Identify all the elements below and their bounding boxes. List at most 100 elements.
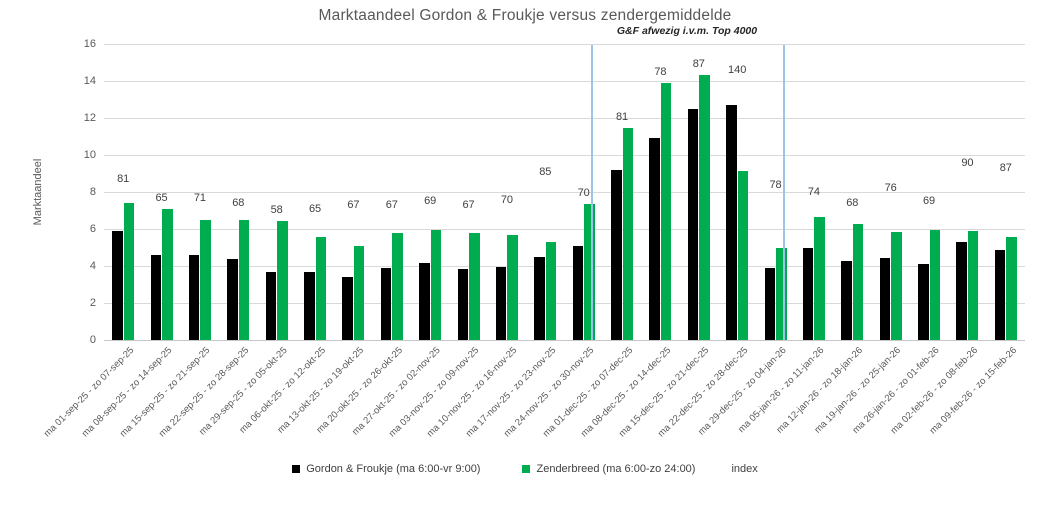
bar-gordon-froukje	[342, 277, 353, 340]
bar-gordon-froukje	[265, 271, 277, 340]
bar-zenderbreed	[277, 220, 288, 340]
bar-zenderbreed	[737, 170, 749, 340]
bar-zenderbreed	[469, 232, 480, 340]
bar-zenderbreed	[622, 128, 634, 340]
gridline	[104, 266, 1025, 267]
gridline	[104, 81, 1025, 82]
bar-zenderbreed	[660, 82, 672, 340]
gridline	[104, 229, 1025, 230]
bar-zenderbreed	[200, 219, 211, 340]
bar-gordon-froukje	[841, 261, 852, 340]
top4000-annotation: G&F afwezig i.v.m. Top 4000	[616, 25, 758, 37]
legend-swatch-gordon-froukje-icon	[292, 465, 301, 473]
bar-gordon-froukje	[802, 248, 814, 340]
bar-zenderbreed	[776, 247, 787, 340]
legend-item-index: index	[731, 463, 758, 475]
bar-gordon-froukje	[112, 230, 123, 340]
bar-zenderbreed	[891, 231, 902, 340]
legend-item-gordon-froukje: Gordon & Froukje (ma 6:00-vr 9:00)	[292, 463, 480, 475]
index-label: 67	[385, 199, 398, 212]
index-label: 74	[807, 186, 821, 199]
legend: Gordon & Froukje (ma 6:00-vr 9:00) Zende…	[0, 463, 1050, 475]
bar-gordon-froukje	[956, 241, 967, 340]
bar-gordon-froukje	[457, 268, 469, 340]
y-tick-label: 10	[83, 149, 96, 161]
bar-zenderbreed	[162, 208, 173, 340]
index-label: 68	[846, 197, 859, 210]
y-tick-label: 6	[89, 223, 96, 235]
bar-gordon-froukje	[419, 263, 430, 340]
bar-gordon-froukje	[764, 267, 776, 340]
bar-zenderbreed	[814, 216, 825, 340]
bar-zenderbreed	[238, 219, 250, 340]
bar-gordon-froukje	[188, 254, 200, 340]
y-tick-label: 14	[83, 75, 96, 87]
bar-zenderbreed	[1006, 237, 1017, 340]
legend-swatch-zenderbreed-icon	[522, 465, 531, 473]
index-label: 69	[424, 195, 437, 208]
index-label: 65	[308, 202, 322, 215]
bar-gordon-froukje	[572, 245, 584, 340]
index-label: 87	[999, 162, 1012, 175]
gridline	[104, 192, 1025, 193]
bar-zenderbreed	[507, 234, 518, 340]
chart-title: Marktaandeel Gordon & Froukje versus zen…	[318, 7, 732, 24]
bar-zenderbreed	[315, 237, 327, 340]
index-label: 85	[539, 165, 552, 178]
gridline	[104, 44, 1025, 45]
index-label: 87	[692, 58, 705, 71]
bar-gordon-froukje	[150, 254, 162, 340]
bar-zenderbreed	[123, 203, 135, 340]
index-label: 58	[270, 203, 283, 216]
index-label: 78	[654, 65, 667, 78]
index-label: 76	[884, 182, 897, 195]
y-tick-label: 2	[89, 297, 96, 309]
gridline	[104, 303, 1025, 304]
index-label: 90	[961, 156, 974, 169]
bar-zenderbreed	[430, 229, 442, 340]
index-label: 81	[615, 111, 629, 124]
bar-gordon-froukje	[611, 169, 622, 340]
bar-zenderbreed	[699, 75, 710, 340]
index-label: 70	[577, 187, 590, 200]
bar-gordon-froukje	[380, 267, 392, 340]
y-tick-label: 8	[89, 186, 96, 198]
bar-gordon-froukje	[495, 266, 507, 340]
index-label: 65	[155, 191, 168, 204]
bar-gordon-froukje	[879, 257, 891, 340]
gridline	[104, 118, 1025, 119]
y-tick-label: 16	[83, 38, 96, 50]
bar-gordon-froukje	[994, 250, 1006, 340]
legend-label-gordon-froukje: Gordon & Froukje (ma 6:00-vr 9:00)	[306, 463, 481, 475]
gridline	[104, 340, 1025, 341]
index-label: 140	[728, 64, 747, 76]
index-label: 67	[462, 199, 475, 212]
y-tick-label: 12	[83, 112, 96, 124]
top4000-divider-line	[783, 45, 785, 340]
index-label: 71	[193, 191, 207, 204]
bar-gordon-froukje	[918, 264, 929, 340]
top4000-divider-line	[591, 45, 593, 340]
index-label: 81	[117, 173, 130, 186]
bar-gordon-froukje	[534, 256, 545, 340]
bar-gordon-froukje	[304, 272, 315, 340]
gridline	[104, 155, 1025, 156]
index-label: 70	[500, 193, 514, 206]
bar-gordon-froukje	[227, 258, 238, 340]
legend-label-zenderbreed: Zenderbreed (ma 6:00-zo 24:00)	[536, 463, 696, 475]
bar-zenderbreed	[584, 204, 595, 340]
index-label: 68	[232, 197, 245, 210]
bar-zenderbreed	[967, 230, 979, 340]
bar-zenderbreed	[929, 229, 941, 340]
legend-item-zenderbreed: Zenderbreed (ma 6:00-zo 24:00)	[522, 463, 695, 475]
y-tick-label: 0	[89, 334, 96, 346]
bar-zenderbreed	[545, 241, 557, 340]
bar-gordon-froukje	[726, 105, 737, 340]
bar-zenderbreed	[852, 224, 864, 340]
bar-gordon-froukje	[649, 138, 660, 340]
index-label: 78	[769, 178, 782, 191]
bar-zenderbreed	[353, 245, 365, 340]
index-label: 67	[347, 199, 360, 212]
